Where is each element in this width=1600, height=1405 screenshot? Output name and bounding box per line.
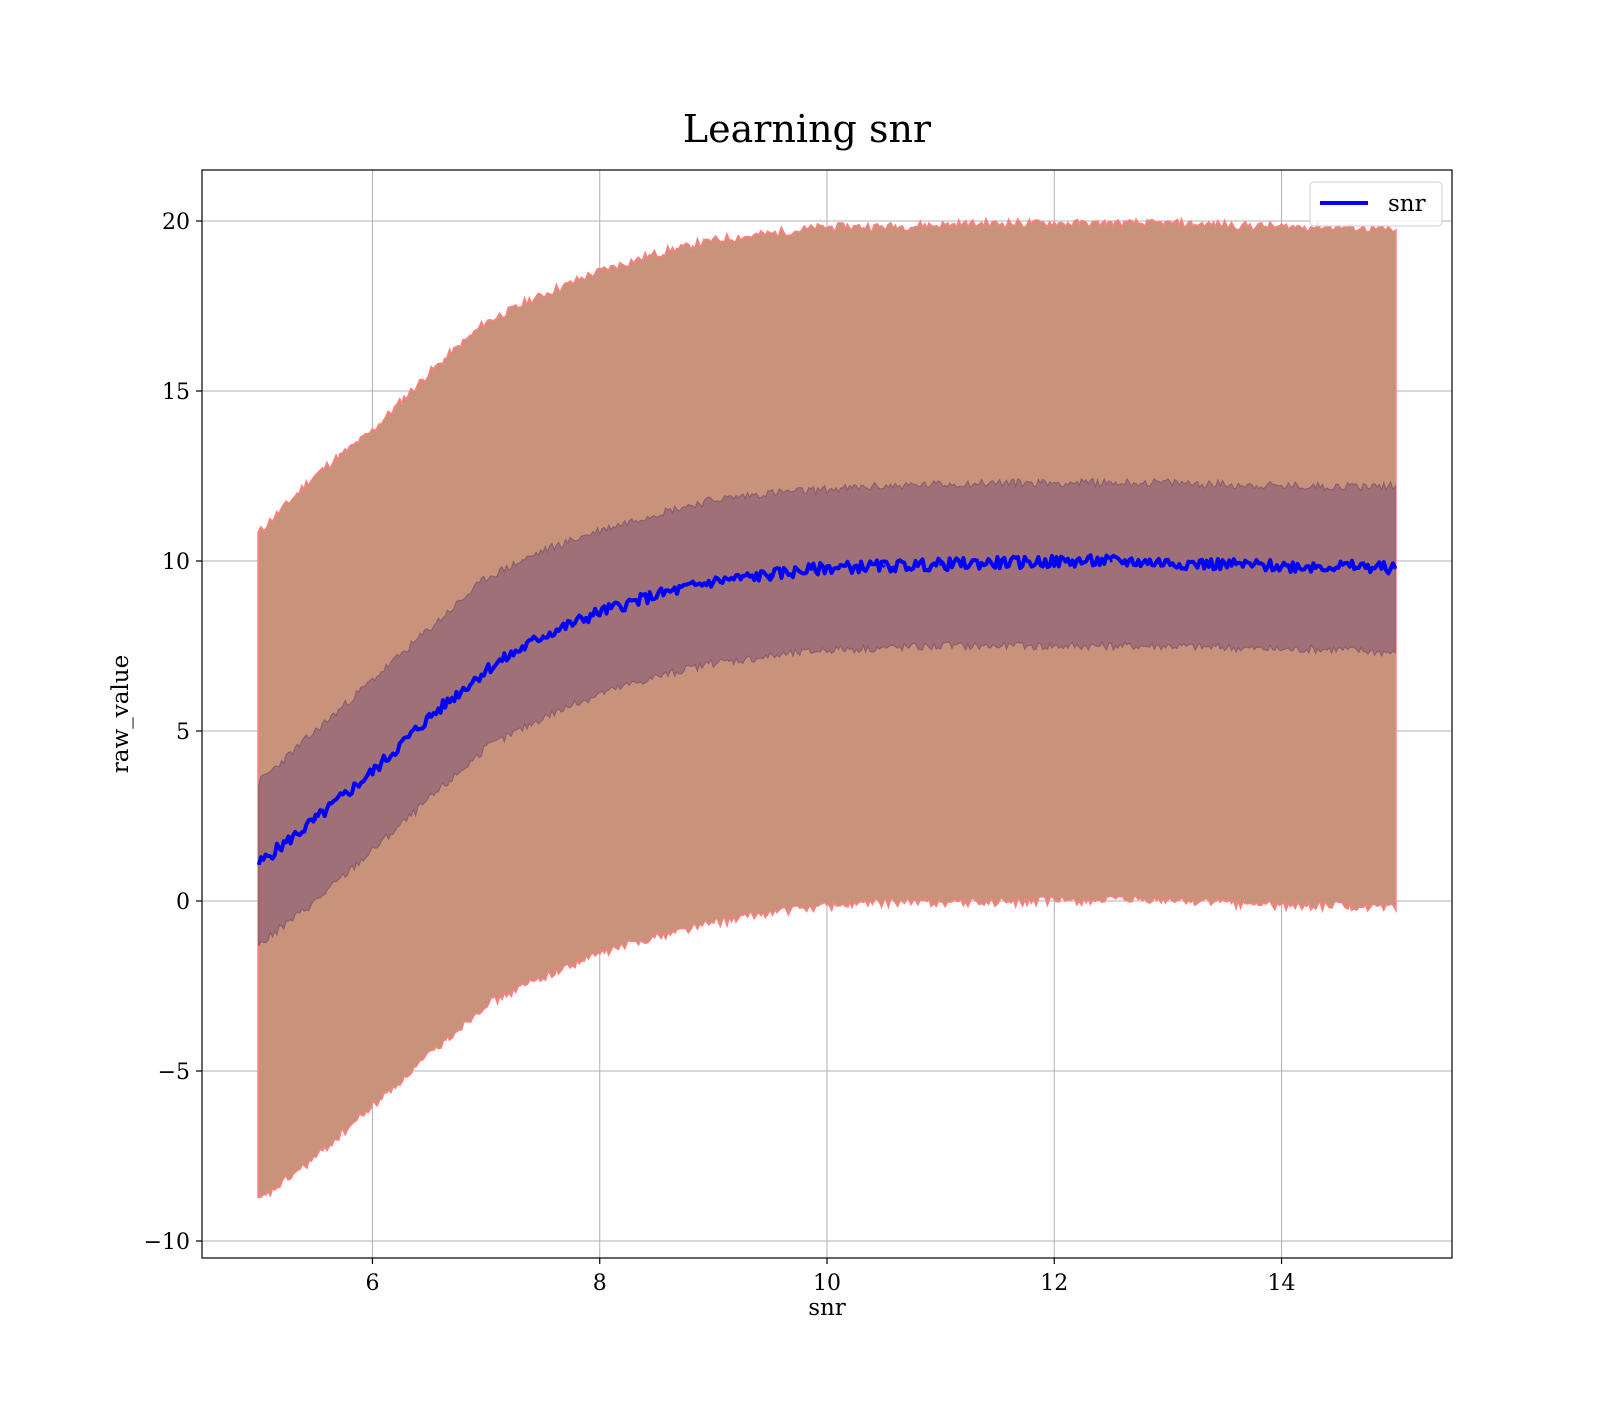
x-tick-label: 8: [593, 1271, 607, 1296]
x-tick-label: 14: [1268, 1271, 1296, 1296]
y-tick-label: 15: [162, 380, 190, 405]
data-point-snr: [427, 715, 431, 719]
x-tick-label: 12: [1040, 1271, 1068, 1296]
data-point-snr: [1280, 564, 1284, 568]
y-tick-label: −5: [158, 1060, 190, 1085]
data-point-snr: [1166, 561, 1170, 565]
y-axis-label: raw_value: [108, 655, 134, 773]
data-point-snr: [655, 593, 659, 597]
data-point-snr: [768, 573, 772, 577]
data-point-snr: [711, 579, 715, 583]
y-tick-label: 20: [162, 210, 190, 235]
data-point-snr: [1393, 566, 1397, 570]
data-point-snr: [370, 770, 374, 774]
data-point-snr: [541, 634, 545, 638]
series-lines: [256, 553, 1397, 866]
legend-frame: [1309, 181, 1443, 227]
data-point-snr: [939, 562, 943, 566]
data-point-snr: [598, 610, 602, 614]
axis-ticks: 6 8 10 12 14 −10 −5 0 5 10 15 20: [144, 210, 1296, 1296]
chart-title: Learning snr: [683, 107, 932, 151]
y-tick-label: −10: [144, 1230, 190, 1255]
outer-band: [258, 220, 1396, 1197]
data-point-snr: [995, 561, 999, 565]
inner-band: [258, 477, 1396, 947]
legend-entry-snr: snr: [1388, 191, 1426, 217]
data-point-snr: [1336, 564, 1340, 568]
data-point-snr: [1052, 560, 1056, 564]
y-tick-label: 10: [162, 550, 190, 575]
data-point-snr: [825, 566, 829, 570]
data-point-snr: [1223, 562, 1227, 566]
y-tick-label: 5: [176, 720, 190, 745]
legend: snr: [1309, 181, 1443, 227]
y-tick-label: 0: [176, 890, 190, 915]
x-axis-label: snr: [808, 1295, 846, 1321]
data-point-snr: [484, 668, 488, 672]
data-point-snr: [882, 564, 886, 568]
data-point-snr: [314, 817, 318, 821]
bands: [257, 216, 1397, 1199]
series-line-snr: [256, 553, 1397, 866]
x-tick-label: 6: [365, 1271, 379, 1296]
data-point-snr: [257, 862, 261, 866]
x-tick-label: 10: [813, 1271, 841, 1296]
data-point-snr: [1109, 559, 1113, 563]
